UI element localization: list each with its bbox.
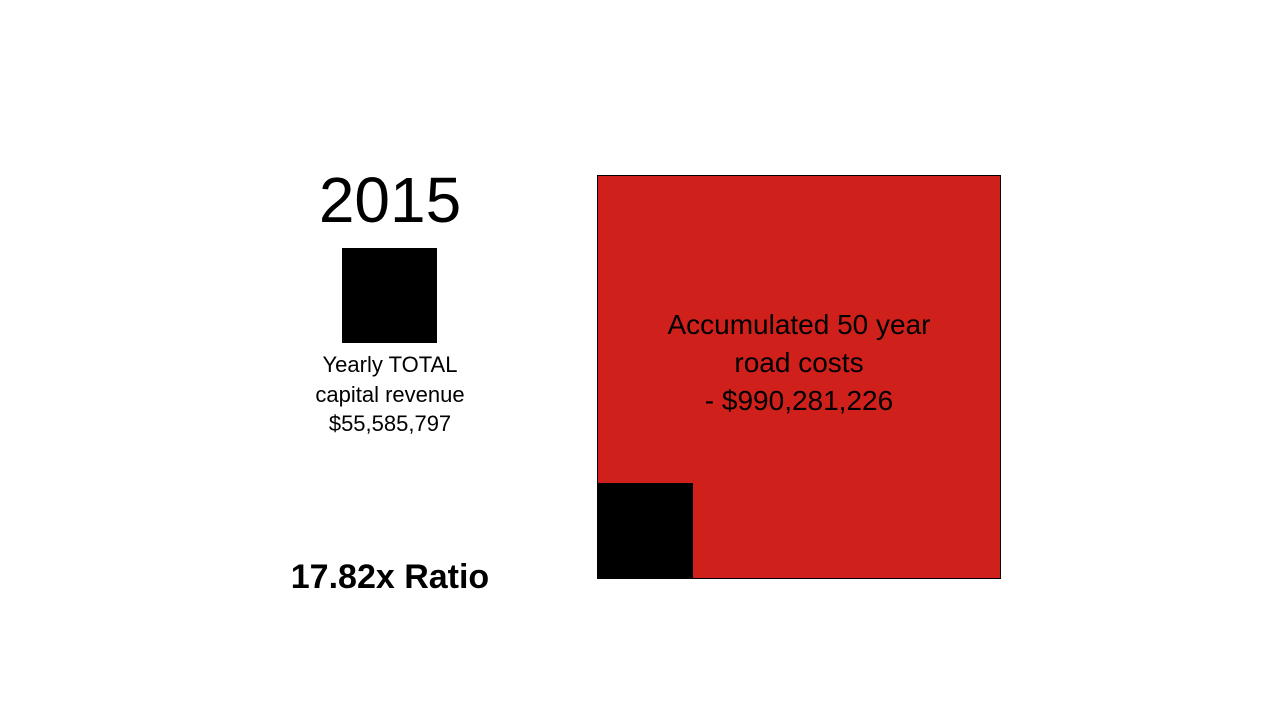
cost-caption-line2: road costs (734, 347, 863, 378)
ratio-label: 17.82x Ratio (230, 558, 550, 597)
cost-caption: Accumulated 50 year road costs - $990,28… (598, 306, 1000, 419)
cost-square: Accumulated 50 year road costs - $990,28… (597, 175, 1001, 579)
revenue-caption: Yearly TOTAL capital revenue $55,585,797 (230, 350, 550, 439)
year-label: 2015 (250, 168, 530, 232)
revenue-caption-line1: Yearly TOTAL (323, 352, 458, 377)
cost-caption-line1: Accumulated 50 year (667, 309, 930, 340)
revenue-square (342, 248, 437, 343)
revenue-value: $55,585,797 (329, 411, 451, 436)
cost-value: - $990,281,226 (705, 385, 893, 416)
revenue-caption-line2: capital revenue (315, 382, 464, 407)
infographic-stage: 2015 Yearly TOTAL capital revenue $55,58… (0, 0, 1280, 720)
cost-inset-square (598, 483, 693, 578)
